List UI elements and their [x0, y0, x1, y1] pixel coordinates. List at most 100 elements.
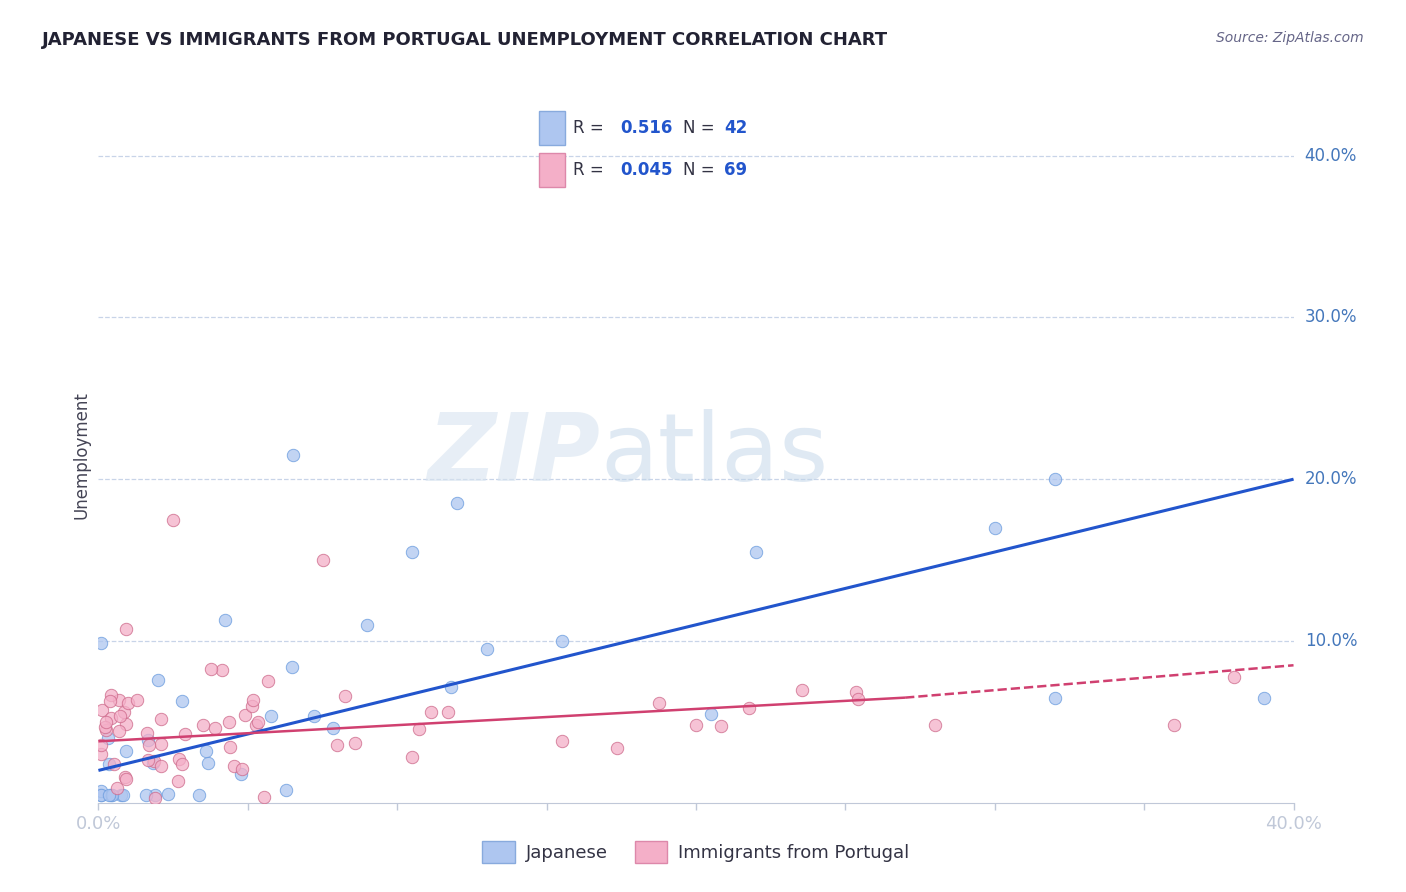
- Point: [325, 738, 347, 752]
- Point: [170, 694, 193, 708]
- Text: 30.0%: 30.0%: [1305, 309, 1357, 326]
- Point: [105, 780, 128, 795]
- Point: [924, 718, 946, 732]
- Point: [1043, 472, 1066, 486]
- Point: [242, 693, 264, 707]
- Point: [253, 789, 276, 804]
- Point: [188, 788, 211, 802]
- Point: [96, 723, 118, 737]
- Point: [150, 759, 173, 773]
- Point: [440, 681, 463, 695]
- Point: [90, 738, 112, 752]
- Point: [112, 705, 135, 719]
- Point: [408, 723, 430, 737]
- Point: [738, 701, 761, 715]
- Point: [790, 682, 813, 697]
- Point: [606, 741, 628, 756]
- Point: [136, 725, 159, 739]
- Point: [90, 788, 112, 802]
- Point: [1223, 670, 1246, 684]
- Point: [344, 736, 367, 750]
- Point: [138, 739, 160, 753]
- Point: [260, 709, 283, 723]
- Point: [115, 743, 138, 757]
- Text: N =: N =: [682, 161, 720, 179]
- Point: [983, 521, 1005, 535]
- Point: [90, 636, 112, 650]
- Point: [91, 704, 114, 718]
- Point: [475, 642, 498, 657]
- Point: [281, 659, 304, 673]
- Point: [231, 767, 253, 781]
- Point: [1253, 690, 1275, 705]
- Point: [117, 696, 139, 710]
- Point: [167, 774, 190, 789]
- Text: atlas: atlas: [600, 409, 828, 501]
- Point: [231, 762, 253, 776]
- Point: [200, 662, 222, 676]
- Text: R =: R =: [574, 161, 609, 179]
- Point: [100, 711, 122, 725]
- Point: [94, 715, 117, 730]
- Point: [136, 733, 159, 747]
- Point: [195, 744, 218, 758]
- Text: Source: ZipAtlas.com: Source: ZipAtlas.com: [1216, 31, 1364, 45]
- Point: [115, 622, 138, 636]
- Point: [149, 712, 172, 726]
- FancyBboxPatch shape: [540, 153, 565, 187]
- Point: [214, 613, 236, 627]
- Text: 42: 42: [724, 119, 748, 136]
- Point: [550, 734, 572, 748]
- Point: [156, 787, 179, 801]
- Point: [115, 772, 138, 787]
- Point: [142, 754, 165, 768]
- Point: [125, 693, 148, 707]
- Point: [98, 694, 121, 708]
- Point: [247, 714, 270, 729]
- Y-axis label: Unemployment: Unemployment: [72, 391, 90, 519]
- Point: [436, 705, 458, 719]
- Point: [219, 740, 242, 755]
- Point: [335, 689, 357, 703]
- Point: [90, 788, 112, 802]
- Point: [211, 663, 233, 677]
- Point: [257, 673, 280, 688]
- Point: [169, 752, 191, 766]
- Point: [90, 784, 112, 798]
- Point: [242, 698, 264, 713]
- Point: [245, 718, 267, 732]
- Point: [97, 731, 120, 745]
- Point: [98, 756, 121, 771]
- Point: [1043, 690, 1066, 705]
- Point: [115, 716, 138, 731]
- Point: [150, 737, 173, 751]
- Text: N =: N =: [682, 119, 720, 136]
- Point: [100, 788, 122, 802]
- Point: [356, 617, 378, 632]
- Point: [143, 791, 166, 805]
- Point: [311, 553, 333, 567]
- Text: 40.0%: 40.0%: [1305, 146, 1357, 165]
- Point: [710, 719, 733, 733]
- Text: 0.045: 0.045: [620, 161, 672, 179]
- Point: [110, 788, 132, 802]
- Point: [98, 788, 121, 802]
- Text: 0.516: 0.516: [620, 119, 672, 136]
- Point: [401, 545, 423, 559]
- Point: [138, 753, 160, 767]
- Point: [103, 757, 125, 772]
- Point: [148, 673, 170, 688]
- FancyBboxPatch shape: [540, 111, 565, 145]
- Point: [112, 788, 135, 802]
- Point: [1163, 718, 1185, 732]
- Point: [648, 696, 671, 710]
- Point: [233, 707, 256, 722]
- Point: [281, 448, 304, 462]
- Point: [162, 513, 184, 527]
- Point: [401, 750, 423, 764]
- Point: [107, 723, 129, 738]
- Text: JAPANESE VS IMMIGRANTS FROM PORTUGAL UNEMPLOYMENT CORRELATION CHART: JAPANESE VS IMMIGRANTS FROM PORTUGAL UNE…: [42, 31, 889, 49]
- Point: [685, 718, 707, 732]
- Legend: Japanese, Immigrants from Portugal: Japanese, Immigrants from Portugal: [475, 834, 917, 871]
- Point: [100, 788, 122, 802]
